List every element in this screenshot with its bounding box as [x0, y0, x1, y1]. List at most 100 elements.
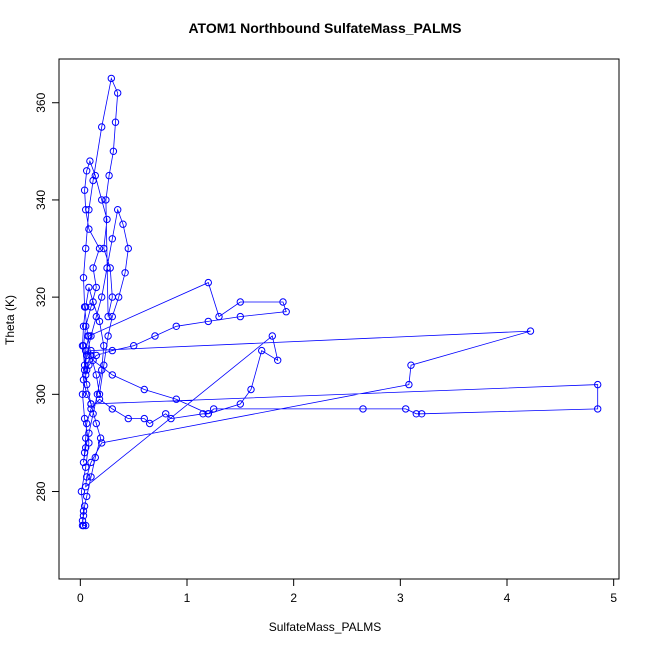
data-point	[85, 429, 93, 437]
data-point	[87, 351, 95, 360]
data-point	[407, 361, 415, 369]
data-point	[594, 380, 602, 389]
data-point	[167, 414, 175, 423]
data-point	[108, 405, 117, 413]
plot-frame	[58, 58, 620, 580]
data-point	[80, 502, 89, 510]
data-point	[87, 332, 95, 340]
data-point	[83, 473, 91, 481]
x-tick-label: 3	[397, 591, 404, 605]
data-point	[103, 215, 111, 224]
data-point	[98, 439, 106, 447]
data-point	[83, 419, 91, 428]
x-tick-label: 1	[184, 591, 191, 605]
data-point	[89, 356, 97, 364]
data-point	[98, 293, 106, 301]
data-point	[104, 312, 112, 321]
data-point	[79, 507, 88, 515]
data-point	[87, 458, 95, 467]
data-point	[95, 244, 104, 253]
series-line	[80, 77, 599, 526]
data-point	[82, 244, 90, 253]
data-point	[91, 171, 100, 180]
data-point	[199, 410, 207, 418]
data-point	[279, 298, 287, 306]
data-point	[79, 458, 88, 467]
data-point	[79, 274, 88, 282]
data-point	[100, 244, 108, 253]
data-point	[526, 327, 535, 335]
data-point	[405, 380, 413, 389]
data-point	[258, 346, 266, 355]
data-point	[85, 225, 93, 233]
data-point	[268, 332, 276, 340]
data-point	[102, 196, 110, 204]
chart-title: ATOM1 Northbound SulfateMass_PALMS	[188, 20, 462, 36]
data-point	[79, 322, 88, 330]
data-point	[82, 303, 90, 311]
data-point	[98, 123, 106, 131]
data-point	[82, 206, 90, 214]
data-point	[82, 521, 90, 530]
data-point	[140, 385, 149, 394]
data-point	[114, 89, 122, 97]
data-point	[146, 419, 154, 428]
data-point	[91, 453, 100, 462]
data-point	[82, 463, 90, 471]
data-point	[85, 332, 93, 340]
data-point	[115, 293, 123, 301]
data-point	[89, 298, 97, 306]
data-point	[83, 351, 91, 360]
data-point	[87, 473, 95, 481]
data-point	[100, 361, 108, 369]
data-point	[85, 361, 93, 369]
y-tick-label: 280	[34, 481, 48, 501]
y-tick-label: 320	[34, 287, 48, 307]
data-point	[210, 405, 218, 413]
data-point	[87, 405, 95, 413]
data-point	[95, 317, 104, 326]
data-point	[130, 342, 138, 350]
data-point	[282, 308, 290, 316]
x-axis-label: SulfateMass_PALMS	[268, 620, 382, 634]
data-point	[108, 235, 117, 243]
data-point	[98, 196, 106, 204]
data-point	[82, 322, 90, 330]
data-point	[89, 410, 97, 418]
data-point	[79, 512, 88, 520]
data-point	[85, 206, 93, 214]
data-point	[80, 361, 89, 369]
data-point	[93, 390, 102, 398]
data-point	[594, 405, 602, 413]
data-point	[78, 390, 87, 398]
data-point	[83, 167, 91, 175]
data-point	[96, 434, 105, 442]
data-point	[92, 419, 101, 428]
data-point	[121, 269, 129, 277]
data-point	[402, 405, 410, 413]
data-point	[114, 206, 122, 214]
series-group	[77, 74, 602, 530]
x-tick-label: 5	[610, 591, 617, 605]
data-point	[98, 366, 106, 374]
data-point	[82, 444, 90, 452]
data-point	[359, 405, 367, 413]
data-point	[83, 390, 91, 398]
data-point	[92, 371, 101, 379]
data-point	[236, 400, 245, 408]
y-tick-label: 340	[34, 190, 48, 210]
data-point	[124, 244, 133, 253]
data-point	[151, 332, 159, 340]
data-point	[204, 317, 213, 326]
data-point	[80, 414, 89, 423]
data-point	[119, 220, 127, 228]
data-point	[82, 371, 90, 379]
data-point	[172, 395, 181, 403]
data-point	[124, 414, 133, 423]
data-point	[103, 264, 111, 272]
data-point	[79, 521, 88, 530]
data-point	[80, 186, 89, 194]
data-point	[78, 342, 87, 350]
data-point	[105, 171, 113, 180]
